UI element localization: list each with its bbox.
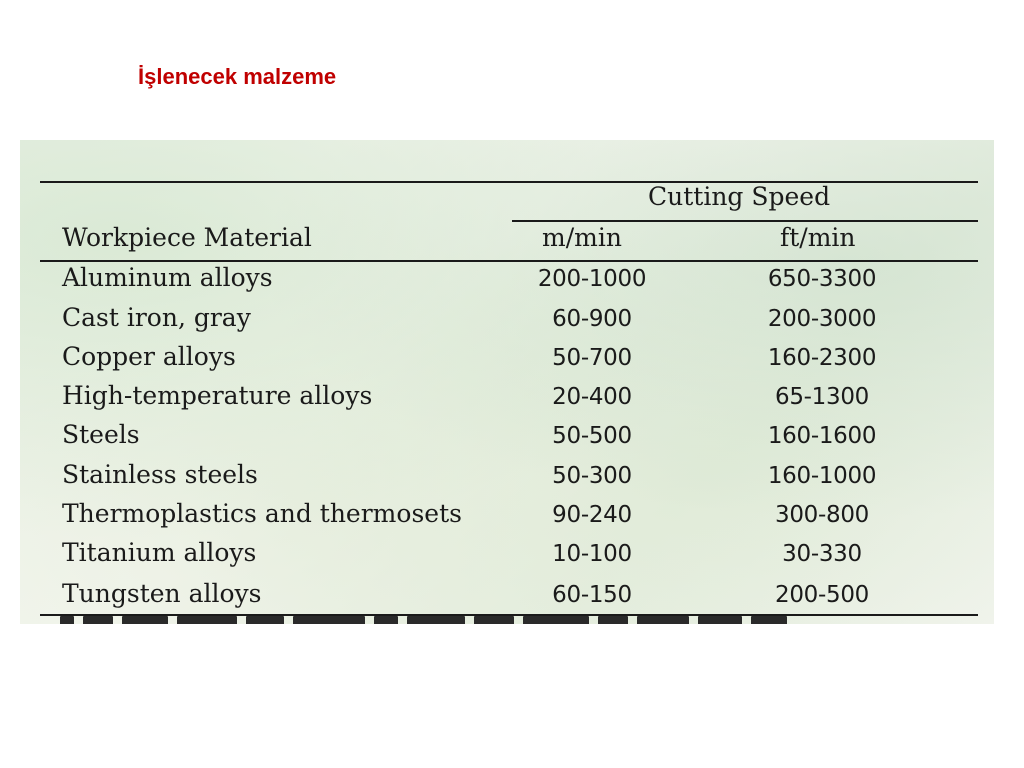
material-cell: Thermoplastics and thermosets [62, 499, 462, 528]
m-min-cell: 20-400 [552, 384, 632, 410]
cropped-footnote [60, 616, 960, 624]
table-top-rule [40, 181, 978, 183]
material-cell: Tungsten alloys [62, 579, 262, 608]
m-min-cell: 200-1000 [537, 266, 647, 292]
group-header-rule [512, 220, 978, 222]
m-min-cell: 90-240 [552, 502, 632, 528]
m-min-cell: 50-500 [552, 423, 632, 449]
ft-min-cell: 200-3000 [767, 306, 877, 332]
ft-min-cell: 300-800 [775, 502, 869, 528]
m-min-cell: 50-700 [552, 345, 632, 371]
ft-min-cell: 160-2300 [767, 345, 877, 371]
column-header-material: Workpiece Material [62, 223, 312, 252]
group-header-cutting-speed: Cutting Speed [648, 182, 831, 211]
m-min-cell: 60-900 [552, 306, 632, 332]
ft-min-cell: 160-1600 [767, 423, 877, 449]
header-bottom-rule [40, 260, 978, 262]
material-cell: Copper alloys [62, 342, 236, 371]
ft-min-cell: 160-1000 [767, 463, 877, 489]
material-cell: Titanium alloys [62, 538, 257, 567]
column-header-m-min: m/min [542, 223, 622, 252]
material-cell: Cast iron, gray [62, 303, 251, 332]
column-header-ft-min: ft/min [780, 223, 856, 252]
cutting-speed-table-image: Cutting Speed Workpiece Material m/min f… [20, 140, 994, 624]
material-cell: Stainless steels [62, 460, 258, 489]
material-cell: Aluminum alloys [62, 263, 273, 292]
m-min-cell: 10-100 [552, 541, 632, 567]
ft-min-cell: 200-500 [775, 582, 869, 608]
material-cell: High-temperature alloys [62, 381, 373, 410]
slide-title: İşlenecek malzeme [138, 64, 337, 89]
material-cell: Steels [62, 420, 140, 449]
ft-min-cell: 30-330 [782, 541, 862, 567]
ft-min-cell: 65-1300 [775, 384, 869, 410]
ft-min-cell: 650-3300 [767, 266, 877, 292]
m-min-cell: 50-300 [552, 463, 632, 489]
m-min-cell: 60-150 [552, 582, 632, 608]
table-bottom-rule [40, 614, 978, 616]
